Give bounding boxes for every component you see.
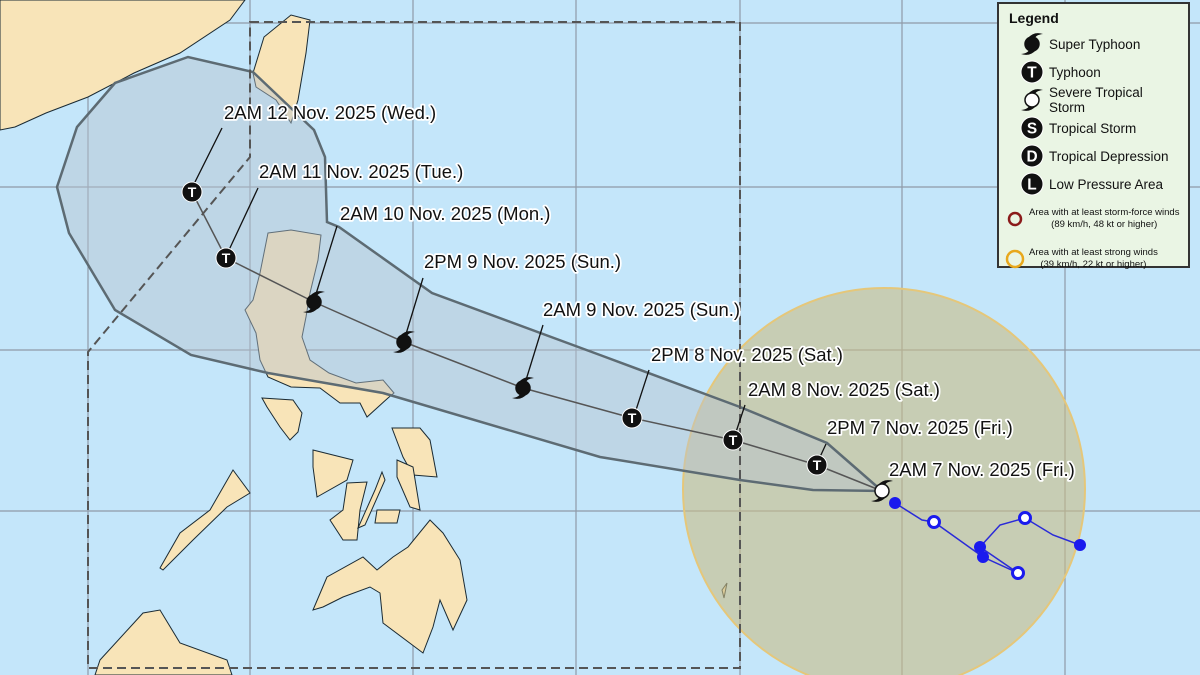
leader-line — [405, 277, 424, 335]
forecast-time-label: 2AM 11 Nov. 2025 (Tue.) — [259, 161, 463, 182]
legend-item-label: Severe Tropical Storm — [1049, 85, 1143, 115]
legend-item: S Tropical Storm — [1005, 114, 1182, 142]
typhoon-marker: T — [806, 454, 828, 476]
leader-line — [193, 127, 223, 185]
super-typhoon-marker — [303, 291, 325, 313]
super-typhoon-icon — [1021, 33, 1043, 55]
area-circle-icon — [1005, 249, 1025, 269]
typhoon-marker: T — [215, 247, 237, 269]
land-taiwan — [252, 14, 311, 125]
land-masses — [0, 0, 728, 675]
typhoon-icon: T — [1020, 60, 1044, 84]
leader-line — [635, 369, 650, 411]
past-position-marker — [977, 551, 989, 563]
forecast-time-label: 2AM 12 Nov. 2025 (Wed.) — [224, 102, 436, 123]
leader-line — [819, 443, 827, 458]
land-panay — [312, 449, 354, 498]
leader-line — [735, 404, 746, 433]
forecast-time-label: 2PM 7 Nov. 2025 (Fri.) — [827, 417, 1013, 438]
forecast-time-label: 2AM 8 Nov. 2025 (Sat.) — [748, 379, 940, 400]
forecast-time-label: 2AM 10 Nov. 2025 (Mon.) — [340, 203, 550, 224]
legend-area-text: Area with at least strong winds — [1029, 247, 1158, 258]
severe-tropical-storm-icon — [1021, 89, 1043, 111]
svg-text:D: D — [1026, 148, 1037, 165]
typhoon-marker: T — [621, 407, 643, 429]
typhoon-marker: T — [722, 429, 744, 451]
leader-line — [525, 324, 544, 381]
forecast-time-label: 2AM 9 Nov. 2025 (Sun.) — [543, 299, 740, 320]
typhoon-marker: T — [181, 181, 203, 203]
legend-title: Legend — [1009, 10, 1059, 26]
svg-text:T: T — [188, 184, 197, 200]
forecast-time-label: 2AM 7 Nov. 2025 (Fri.) — [889, 459, 1075, 480]
past-position-marker — [974, 541, 986, 553]
land-mindanao — [312, 519, 468, 654]
svg-text:T: T — [628, 410, 637, 426]
forecast-markers: T T T T T — [181, 181, 893, 502]
legend-item: Severe Tropical Storm — [1005, 85, 1182, 115]
svg-text:L: L — [1027, 176, 1036, 193]
label-leader-lines — [193, 127, 827, 458]
land-negros — [329, 481, 368, 541]
svg-text:T: T — [729, 432, 738, 448]
legend-item: T Typhoon — [1005, 58, 1182, 86]
leader-line — [315, 225, 338, 295]
legend-area-text: Area with at least storm-force winds — [1029, 207, 1180, 218]
tropical-storm-icon: S — [1020, 116, 1044, 140]
past-position-marker — [927, 515, 941, 529]
past-position-marker — [889, 497, 901, 509]
forecast-cone — [55, 55, 886, 493]
past-position-marker — [1011, 566, 1025, 580]
svg-text:T: T — [813, 457, 822, 473]
low-pressure-area-icon: L — [1020, 172, 1044, 196]
legend-area-item: Area with at least storm-force winds (89 … — [1005, 200, 1182, 238]
legend-item-label: Super Typhoon — [1049, 36, 1141, 52]
philippine-area-of-responsibility — [87, 21, 741, 669]
land-samar — [391, 427, 438, 478]
legend-item: L Low Pressure Area — [1005, 170, 1182, 198]
tropical-depression-icon: D — [1020, 144, 1044, 168]
land-leyte — [396, 459, 421, 511]
legend-area-text: (39 km/h, 22 kt or higher) — [1040, 259, 1147, 270]
svg-text:T: T — [1027, 64, 1037, 81]
forecast-time-label: 2PM 8 Nov. 2025 (Sat.) — [651, 344, 843, 365]
past-position-marker — [1074, 539, 1086, 551]
land-mindoro — [261, 397, 303, 441]
area-circle-icon — [1007, 211, 1023, 227]
land-china — [0, 0, 246, 131]
svg-text:T: T — [222, 250, 231, 266]
land-borneo — [94, 609, 233, 675]
legend-area-text: (89 km/h, 48 kt or higher) — [1051, 219, 1158, 230]
legend-item-label: Tropical Storm — [1049, 120, 1137, 136]
legend-item: D Tropical Depression — [1005, 142, 1182, 170]
land-palawan — [159, 469, 251, 571]
past-track — [889, 497, 1086, 580]
super-typhoon-marker — [393, 331, 415, 353]
legend-item-label: Tropical Depression — [1049, 148, 1169, 164]
land-cebu — [357, 470, 386, 529]
legend-item-label: Typhoon — [1049, 64, 1101, 80]
svg-text:S: S — [1027, 120, 1037, 137]
legend-item-label: Low Pressure Area — [1049, 176, 1164, 192]
legend-item: Super Typhoon — [1005, 30, 1182, 58]
leader-line — [228, 187, 259, 251]
legend-area-item: Area with at least strong winds (39 km/h,… — [1005, 240, 1182, 278]
severe-tropical-storm-marker — [871, 480, 893, 502]
super-typhoon-marker — [512, 377, 534, 399]
land-bohol — [374, 509, 401, 524]
forecast-labels: 2AM 7 Nov. 2025 (Fri.) 2PM 7 Nov. 2025 (F… — [222, 100, 1076, 482]
past-position-marker — [1018, 511, 1032, 525]
forecast-time-label: 2PM 9 Nov. 2025 (Sun.) — [424, 251, 621, 272]
legend: Legend Super Typhoon T Typhoon Severe Tropi… — [997, 2, 1190, 270]
